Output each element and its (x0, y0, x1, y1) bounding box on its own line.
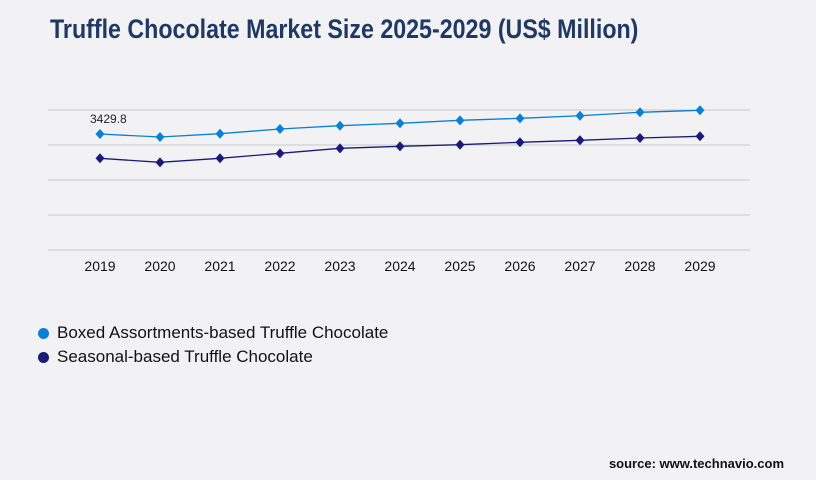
data-point (695, 105, 705, 116)
data-point (335, 143, 345, 154)
x-tick-label: 2026 (504, 258, 535, 274)
legend-item-boxed: Boxed Assortments-based Truffle Chocolat… (38, 323, 388, 343)
x-tick-label: 2027 (564, 258, 595, 274)
legend-marker-icon (38, 327, 49, 339)
x-tick-label: 2023 (324, 258, 355, 274)
data-point (455, 139, 465, 150)
legend-label: Seasonal-based Truffle Chocolate (57, 347, 313, 366)
data-point (635, 107, 645, 118)
source-text: source: www.technavio.com (608, 456, 784, 471)
data-point (635, 133, 645, 143)
data-point (95, 153, 105, 164)
legend-label: Boxed Assortments-based Truffle Chocolat… (57, 323, 389, 342)
data-point (455, 115, 465, 126)
x-tick-label: 2025 (444, 258, 475, 274)
data-point (215, 153, 225, 164)
data-point (335, 120, 345, 131)
data-point (575, 135, 585, 146)
data-point (275, 148, 285, 159)
data-point (395, 118, 405, 129)
data-point (155, 132, 165, 143)
x-tick-label: 2021 (204, 258, 235, 274)
line-chart: 2019 2020 2021 2022 2023 2024 2025 2026 2027 2028… (48, 105, 750, 274)
data-point (95, 129, 105, 140)
data-point (275, 124, 285, 135)
data-point (395, 141, 405, 152)
data-point (515, 113, 525, 124)
data-point (155, 157, 165, 168)
x-tick-label: 2022 (264, 258, 295, 274)
x-tick-label: 2020 (144, 258, 175, 274)
data-point (575, 110, 585, 121)
data-point (215, 128, 225, 139)
x-tick-label: 2019 (84, 258, 115, 274)
legend-item-seasonal: Seasonal-based Truffle Chocolate (38, 347, 313, 367)
data-point (515, 137, 525, 148)
legend-marker-icon (38, 351, 49, 363)
x-tick-label: 2029 (684, 258, 715, 274)
x-tick-label: 2028 (624, 258, 655, 274)
data-label: 3429.8 (90, 112, 127, 126)
data-point (695, 131, 705, 142)
x-tick-label: 2024 (384, 258, 415, 274)
chart-title: Truffle Chocolate Market Size 2025-2029 … (50, 14, 639, 44)
